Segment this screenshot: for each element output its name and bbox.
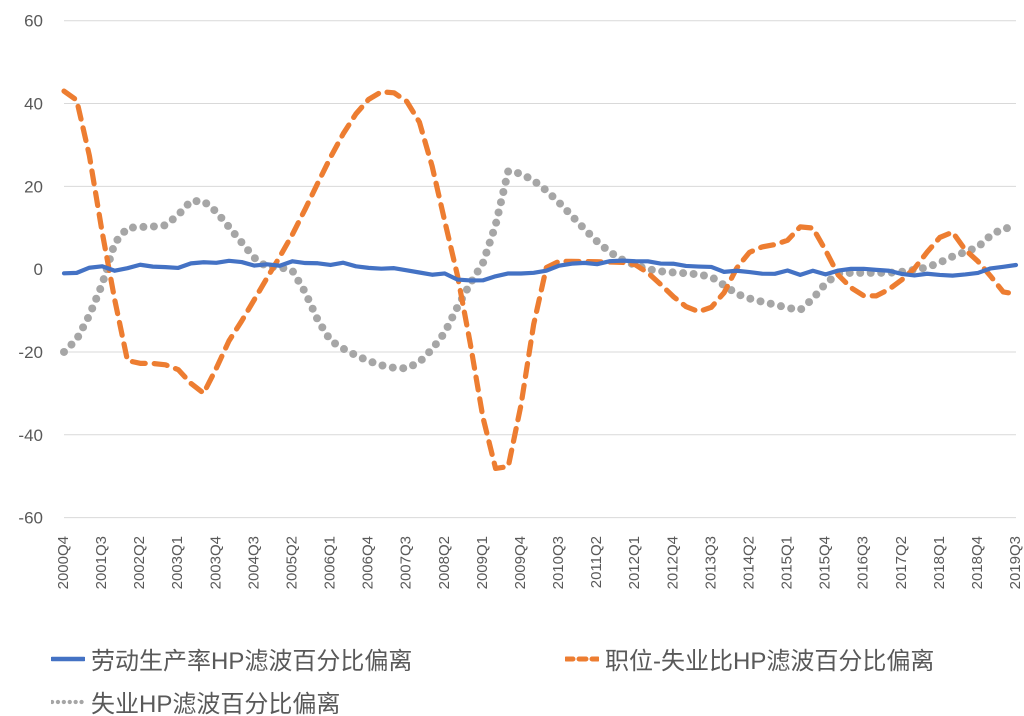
svg-text:2009Q1: 2009Q1	[474, 536, 491, 589]
svg-text:2005Q2: 2005Q2	[283, 536, 300, 589]
svg-text:2008Q2: 2008Q2	[436, 536, 453, 589]
svg-text:60: 60	[24, 12, 43, 31]
svg-text:2011Q2: 2011Q2	[588, 536, 605, 588]
svg-text:2006Q1: 2006Q1	[322, 536, 339, 589]
svg-text:2018Q1: 2018Q1	[931, 536, 948, 589]
svg-text:40: 40	[24, 95, 43, 114]
svg-text:2018Q4: 2018Q4	[969, 536, 986, 589]
svg-text:2015Q1: 2015Q1	[779, 536, 796, 589]
svg-text:2001Q3: 2001Q3	[93, 536, 110, 589]
svg-text:2019Q3: 2019Q3	[1007, 536, 1024, 589]
svg-text:2012Q4: 2012Q4	[664, 536, 681, 589]
svg-text:-60: -60	[18, 509, 43, 528]
svg-text:0: 0	[34, 260, 43, 279]
svg-text:2012Q1: 2012Q1	[626, 536, 643, 589]
svg-text:2006Q4: 2006Q4	[360, 536, 377, 589]
svg-text:2000Q4: 2000Q4	[55, 536, 72, 589]
svg-text:2004Q3: 2004Q3	[245, 536, 262, 589]
svg-text:-20: -20	[18, 343, 43, 362]
svg-text:2003Q4: 2003Q4	[207, 536, 224, 589]
svg-text:2015Q4: 2015Q4	[817, 536, 834, 589]
svg-text:2014Q2: 2014Q2	[740, 536, 757, 589]
svg-text:2016Q3: 2016Q3	[855, 536, 872, 589]
svg-text:2010Q3: 2010Q3	[550, 536, 567, 589]
svg-text:2013Q3: 2013Q3	[702, 536, 719, 589]
svg-text:2007Q3: 2007Q3	[398, 536, 415, 589]
svg-text:2002Q2: 2002Q2	[131, 536, 148, 589]
svg-text:20: 20	[24, 177, 43, 196]
svg-text:2017Q2: 2017Q2	[893, 536, 910, 589]
svg-text:-40: -40	[18, 426, 43, 445]
svg-text:2009Q4: 2009Q4	[512, 536, 529, 589]
svg-text:2003Q1: 2003Q1	[169, 536, 186, 589]
